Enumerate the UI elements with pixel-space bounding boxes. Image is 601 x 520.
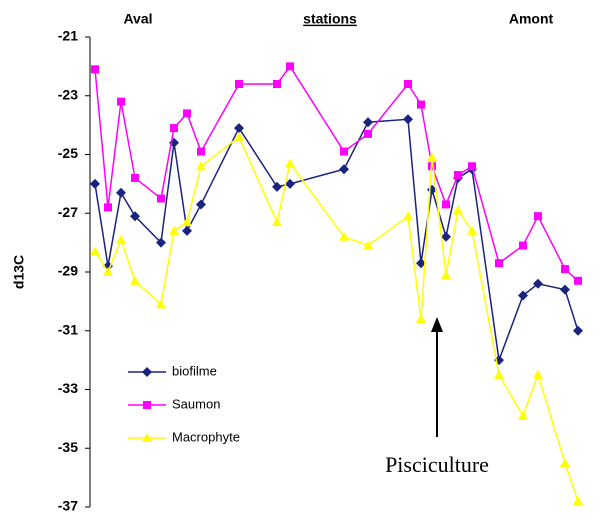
marker xyxy=(468,162,476,171)
label-amont: Amont xyxy=(509,11,554,27)
marker xyxy=(182,217,192,227)
series-line xyxy=(94,65,579,282)
y-tick-label: -27 xyxy=(58,204,78,220)
marker xyxy=(182,225,192,236)
y-tick-label: -25 xyxy=(58,145,78,161)
marker xyxy=(196,161,206,171)
marker xyxy=(90,246,100,256)
marker xyxy=(285,158,295,168)
marker xyxy=(534,212,542,221)
marker xyxy=(363,117,373,128)
marker xyxy=(561,265,569,274)
marker xyxy=(519,241,527,250)
marker xyxy=(518,410,528,420)
marker xyxy=(197,147,205,156)
marker xyxy=(453,205,463,215)
y-tick-label: -29 xyxy=(58,263,78,279)
marker xyxy=(286,62,294,71)
marker xyxy=(574,276,582,285)
marker xyxy=(441,269,451,279)
marker xyxy=(363,240,373,250)
marker xyxy=(116,234,126,244)
marker xyxy=(518,290,528,301)
legend-label: biofilme xyxy=(172,363,217,378)
marker xyxy=(272,181,282,192)
label-aval: Aval xyxy=(123,11,152,27)
marker xyxy=(117,97,125,106)
y-tick-label: -35 xyxy=(58,439,78,455)
marker xyxy=(417,100,425,109)
marker xyxy=(234,123,244,134)
marker xyxy=(454,171,462,180)
legend-marker xyxy=(143,401,151,409)
marker xyxy=(103,267,113,276)
marker xyxy=(235,80,243,88)
y-tick-label: -21 xyxy=(58,28,78,44)
legend-label: Saumon xyxy=(172,396,220,411)
marker xyxy=(104,203,112,212)
marker xyxy=(273,80,281,88)
series-line xyxy=(94,135,579,502)
marker xyxy=(339,164,349,175)
marker xyxy=(416,258,426,269)
marker xyxy=(183,109,191,118)
y-tick-label: -37 xyxy=(58,498,78,514)
arrow-head xyxy=(431,317,443,332)
marker xyxy=(441,231,451,242)
y-axis-label: d13C xyxy=(11,255,27,289)
label-stations: stations xyxy=(303,11,357,27)
marker xyxy=(196,199,206,210)
marker xyxy=(116,187,126,198)
marker xyxy=(156,299,166,309)
y-tick-label: -23 xyxy=(58,86,78,102)
annotation: Pisciculture xyxy=(385,452,489,477)
marker xyxy=(403,114,413,125)
y-tick-label: -33 xyxy=(58,380,78,396)
marker xyxy=(364,129,372,138)
marker xyxy=(285,178,295,189)
marker xyxy=(573,325,583,336)
marker xyxy=(416,314,426,323)
marker xyxy=(560,284,570,295)
marker xyxy=(339,231,349,241)
marker xyxy=(234,131,244,141)
marker xyxy=(467,225,477,235)
legend-label: Macrophyte xyxy=(172,429,240,444)
marker xyxy=(90,178,100,189)
marker xyxy=(157,194,165,203)
marker xyxy=(494,369,504,379)
marker xyxy=(272,217,282,227)
legend-marker xyxy=(142,433,152,442)
marker xyxy=(340,147,348,156)
marker xyxy=(131,174,139,182)
marker xyxy=(533,278,543,289)
marker xyxy=(442,200,450,209)
marker xyxy=(404,80,412,88)
y-tick-label: -31 xyxy=(58,321,78,337)
marker xyxy=(560,457,570,467)
marker xyxy=(427,152,437,162)
series-line xyxy=(94,118,579,361)
marker xyxy=(130,275,140,285)
marker xyxy=(169,225,179,235)
marker xyxy=(403,211,413,221)
marker xyxy=(170,124,178,133)
marker xyxy=(91,65,99,74)
marker xyxy=(533,369,543,379)
legend-marker xyxy=(142,367,152,377)
marker xyxy=(573,496,583,506)
marker xyxy=(495,259,503,268)
marker xyxy=(130,211,140,222)
marker xyxy=(156,237,166,248)
